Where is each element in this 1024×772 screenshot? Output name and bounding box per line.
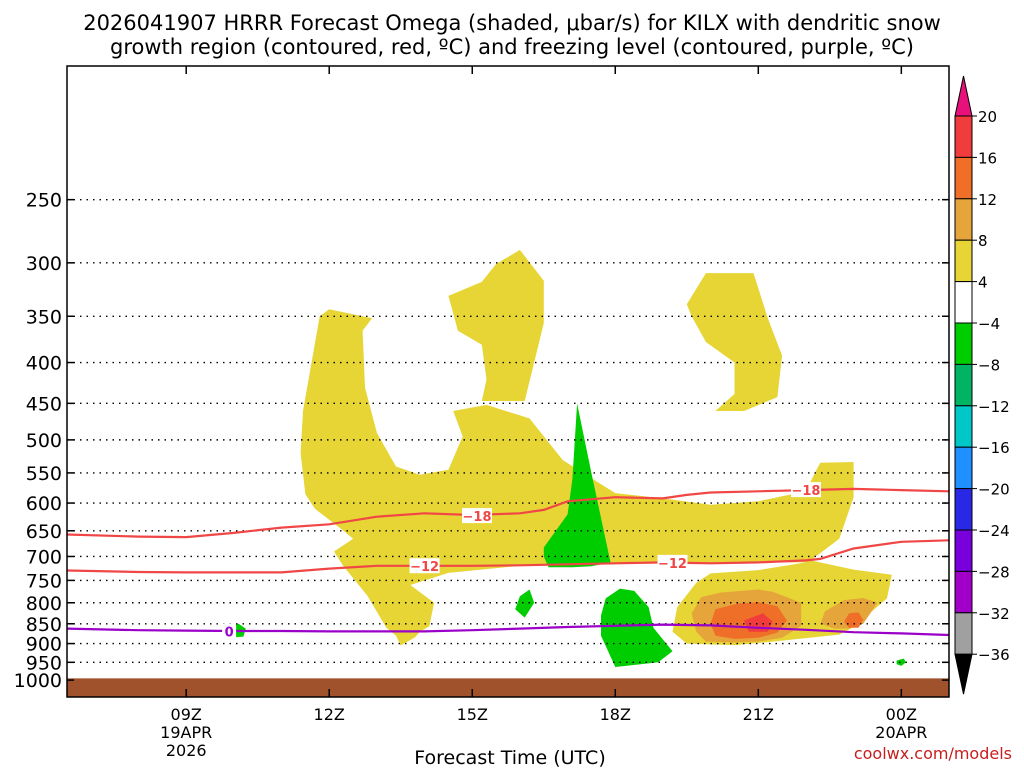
colorbar-box-6 (954, 322, 973, 365)
omega-region-12 (896, 658, 907, 666)
isotherm-label-bg-0-1 (790, 482, 821, 498)
omega-region-8 (543, 403, 611, 568)
colorbar-box-12 (954, 570, 973, 614)
isotherm-label-bg-2-0 (222, 623, 237, 639)
colorbar-box-13 (954, 612, 973, 655)
colorbar: 20 16 12 8 4 −4 −8 −12 −16 −20 −24 −28 −32 −36 (954, 75, 1010, 695)
isotherm-line-0 (66, 487, 950, 539)
colorbar-box-5 (954, 281, 973, 324)
chart-title-line2: growth region (contoured, red, ºC) and f… (110, 35, 914, 59)
chart-title-line1: 2026041907 HRRR Forecast Omega (shaded, … (83, 11, 941, 35)
isotherm-line-1 (66, 539, 950, 574)
x-tick-label-1: 12Z (314, 705, 345, 724)
colorbar-label-12: −32 (978, 605, 1010, 623)
y-tick-label-950: 950 (26, 652, 62, 674)
colorbar-box-9 (954, 446, 973, 490)
y-tick-label-350: 350 (26, 306, 62, 328)
colorbar-label-4: 4 (978, 274, 988, 292)
isotherm-label-1-0: −12 (410, 560, 439, 575)
y-tick-label-1000: 1000 (14, 670, 62, 692)
omega-region-4 (820, 598, 878, 629)
colorbar-label-3: 8 (978, 232, 988, 250)
x-axis-label: Forecast Time (UTC) (414, 747, 605, 768)
x-tick-label-3: 18Z (600, 705, 631, 724)
y-tick-label-750: 750 (26, 570, 62, 592)
ground-terrain (67, 678, 949, 697)
colorbar-label-9: −20 (978, 481, 1010, 499)
y-tick-label-900: 900 (26, 634, 62, 656)
x-tick-label-0: 09Z (171, 705, 202, 724)
plot-frame (66, 65, 950, 698)
plot-area: −18 −18 −12 −12 0 250 300 350 400 450 500 550 600 650… (14, 65, 950, 760)
y-tick-label-300: 300 (26, 253, 62, 275)
omega-region-1 (448, 249, 544, 401)
y-tick-label-700: 700 (26, 546, 62, 568)
colorbar-box-1 (954, 115, 973, 158)
y-tick-label-550: 550 (26, 463, 62, 485)
omega-region-9 (515, 589, 535, 618)
omega-region-10 (601, 588, 673, 667)
colorbar-bottom-arrow (954, 653, 973, 695)
colorbar-box-2 (954, 156, 973, 200)
y-tick-label-450: 450 (26, 393, 62, 415)
colorbar-label-5: −4 (978, 315, 1000, 333)
colorbar-label-8: −16 (978, 439, 1010, 457)
isotherm-label-0-1: −18 (791, 484, 820, 499)
isotherm-label-0-0: −18 (463, 510, 492, 525)
y-tick-label-250: 250 (26, 190, 62, 212)
y-tick-label-800: 800 (26, 593, 62, 615)
colorbar-label-13: −36 (978, 646, 1010, 664)
isotherm-label-bg-1-1 (657, 554, 688, 570)
colorbar-box-11 (954, 529, 973, 572)
watermark: coolwx.com/models (854, 744, 1012, 763)
omega-region-6 (844, 612, 864, 628)
x-tick-date-5: 20APR (875, 723, 927, 742)
y-tick-label-400: 400 (26, 353, 62, 375)
colorbar-label-2: 12 (978, 191, 997, 209)
x-tick-date-0: 19APR (160, 723, 212, 742)
colorbar-box-4 (954, 239, 973, 283)
isotherm-label-bg-0-0 (462, 508, 493, 524)
colorbar-box-7 (954, 363, 973, 407)
omega-region-2 (686, 273, 783, 411)
isotherm-label-1-1: −12 (658, 557, 687, 572)
isotherm-label-2-0: 0 (225, 625, 234, 640)
y-tick-label-500: 500 (26, 430, 62, 452)
x-tick-label-2: 15Z (457, 705, 488, 724)
x-tick-label-4: 21Z (743, 705, 774, 724)
colorbar-label-0: 20 (978, 108, 997, 126)
y-tick-label-850: 850 (26, 614, 62, 636)
colorbar-label-6: −8 (978, 356, 1000, 374)
colorbar-box-10 (954, 488, 973, 531)
colorbar-label-10: −24 (978, 522, 1010, 540)
x-tick-label-5: 00Z (886, 705, 917, 724)
colorbar-box-8 (954, 405, 973, 448)
isotherm-label-bg-1-0 (409, 558, 440, 574)
colorbar-label-11: −28 (978, 563, 1010, 581)
colorbar-label-1: 16 (978, 149, 997, 167)
y-tick-label-650: 650 (26, 521, 62, 543)
colorbar-label-7: −12 (978, 398, 1010, 416)
x-tick-year-0: 2026 (166, 741, 207, 760)
omega-region-0 (300, 309, 892, 646)
colorbar-box-3 (954, 198, 973, 241)
y-tick-label-600: 600 (26, 493, 62, 515)
